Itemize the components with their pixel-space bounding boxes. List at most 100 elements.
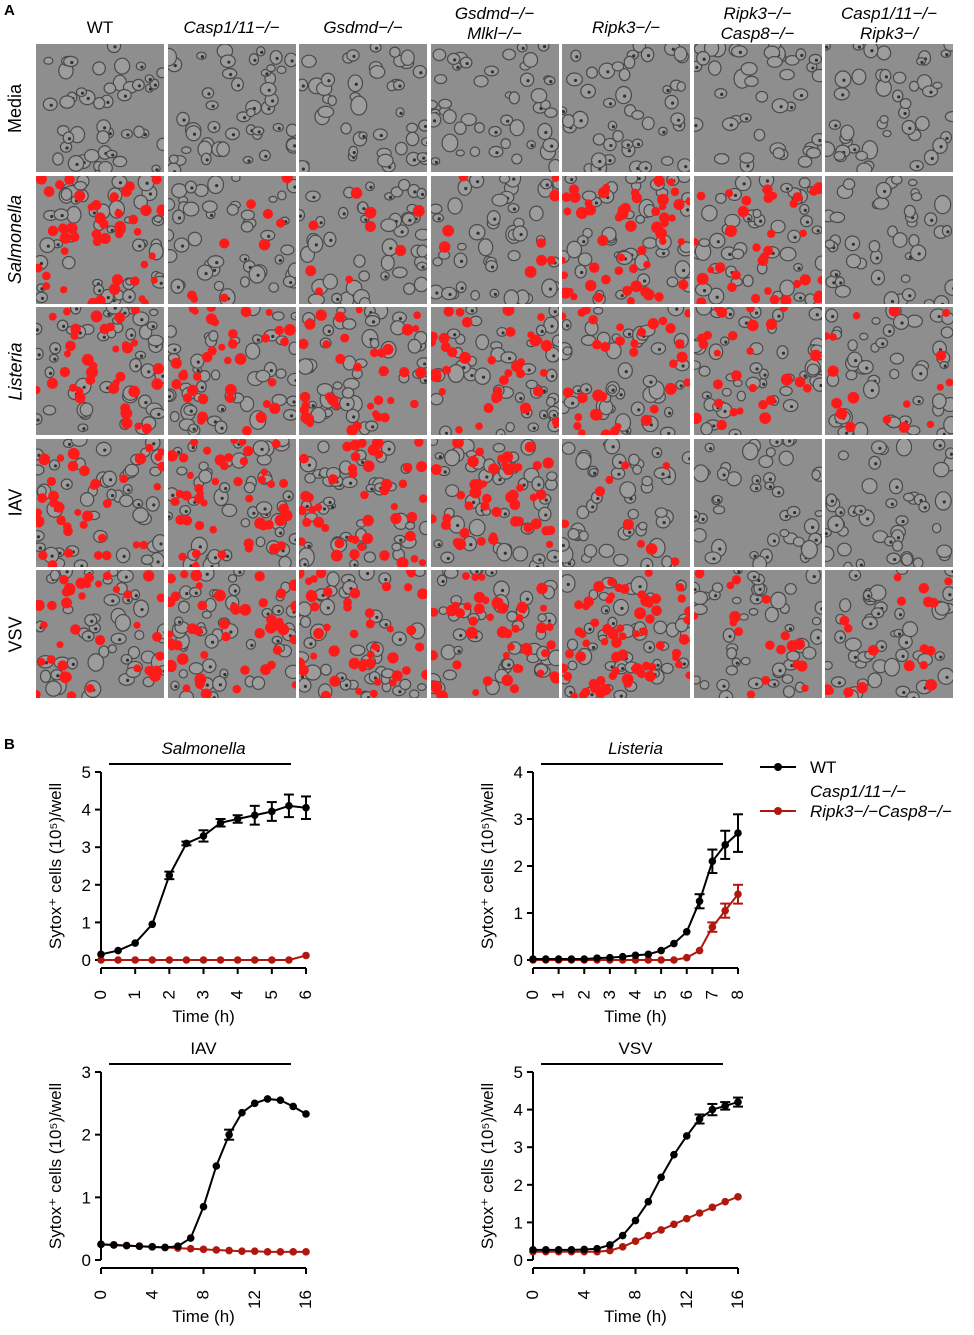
x-tick-label: 12 xyxy=(245,1290,264,1309)
column-header-line1: Casp1/11−/− xyxy=(183,18,280,37)
data-point-wt xyxy=(618,1231,627,1240)
row-header-0: Media xyxy=(0,44,32,172)
column-header-line1: Gsdmd−/− xyxy=(323,18,403,37)
data-point-wt xyxy=(682,928,691,936)
data-point-ko xyxy=(114,956,122,964)
data-point-wt xyxy=(606,953,614,962)
data-point-wt xyxy=(131,939,139,947)
data-point-wt xyxy=(631,951,640,960)
x-tick-label: 16 xyxy=(296,1290,315,1309)
data-point-wt xyxy=(657,1173,665,1182)
y-axis-label: Sytox⁺ cells (10⁵)/well xyxy=(46,783,65,949)
x-tick-label: 5 xyxy=(262,990,281,999)
data-point-ko xyxy=(302,1248,310,1256)
y-tick-label: 3 xyxy=(514,1138,523,1157)
data-point-wt xyxy=(122,1241,131,1250)
data-point-wt xyxy=(233,815,242,823)
data-point-wt xyxy=(580,955,589,963)
data-point-wt xyxy=(554,1246,563,1254)
y-axis-label: Sytox⁺ cells (10⁵)/well xyxy=(46,1083,65,1249)
x-tick-label: 1 xyxy=(125,990,144,999)
data-point-wt xyxy=(302,1110,310,1118)
micrograph-4-0 xyxy=(36,570,164,698)
data-point-ko xyxy=(250,956,259,964)
column-header-line1: Ripk3−/− xyxy=(723,4,792,23)
data-point-wt xyxy=(644,950,653,959)
micrograph-4-5 xyxy=(693,570,822,698)
y-tick-label: 4 xyxy=(514,1101,523,1120)
data-point-wt xyxy=(695,897,704,906)
data-point-wt xyxy=(708,857,717,866)
data-point-wt xyxy=(148,920,157,929)
y-tick-label: 2 xyxy=(82,876,91,895)
data-point-ko xyxy=(644,956,653,964)
micrograph-4-6 xyxy=(825,570,953,698)
x-tick-label: 0 xyxy=(91,990,110,999)
y-tick-label: 5 xyxy=(82,763,91,782)
data-point-ko xyxy=(708,1203,717,1212)
micrograph-2-0 xyxy=(36,307,164,435)
chart-listeria: Listeria 0 1 2 3 4 0 1 2 3 4 5 6 7 8 Time (h) Sytox⁺ cel… xyxy=(468,730,768,1035)
y-tick-label: 0 xyxy=(82,951,91,970)
x-axis-label: Time (h) xyxy=(604,1307,667,1326)
data-point-ko xyxy=(644,1231,653,1240)
data-point-ko xyxy=(216,956,225,964)
series-line-wt xyxy=(533,832,739,961)
column-header-line1: Casp1/11−/− xyxy=(840,4,938,23)
series-line-wt xyxy=(100,804,307,956)
y-tick-label: 0 xyxy=(514,951,523,970)
data-point-ko xyxy=(250,1247,259,1256)
y-tick-label: 3 xyxy=(82,1063,91,1082)
data-point-ko xyxy=(186,1244,195,1253)
column-header-line2: Casp8−/− xyxy=(720,24,795,43)
y-tick-label: 3 xyxy=(82,838,91,857)
data-point-wt xyxy=(606,1241,614,1249)
y-axis-label: Sytox⁺ cells (10⁵)/well xyxy=(478,783,497,949)
series-line-ko xyxy=(533,893,739,961)
y-tick-label: 4 xyxy=(514,763,523,782)
x-tick-label: 4 xyxy=(574,1290,593,1299)
x-tick-label: 12 xyxy=(677,1290,696,1309)
data-point-wt xyxy=(97,1240,105,1249)
data-point-wt xyxy=(302,803,310,812)
data-point-wt xyxy=(657,946,665,955)
micrograph-1-5 xyxy=(693,175,822,304)
data-point-ko xyxy=(682,1214,691,1223)
y-tick-label: 4 xyxy=(82,801,91,820)
chart-legend: WT Casp1/11−/− Ripk3−/−Casp8−/− xyxy=(760,758,952,826)
chart-title: Salmonella xyxy=(161,739,245,758)
chart-iav: IAV 0 1 2 3 0 4 8 12 16 Time (h) Sytox⁺ cells (10⁵)… xyxy=(36,1030,336,1335)
y-axis-label: Sytox⁺ cells (10⁵)/well xyxy=(478,1083,497,1249)
data-point-wt xyxy=(695,1115,704,1123)
data-point-wt xyxy=(721,1102,729,1110)
x-tick-label: 2 xyxy=(574,990,593,999)
data-point-ko xyxy=(682,953,691,962)
micrograph-2-5 xyxy=(693,307,822,435)
data-point-wt xyxy=(593,954,601,962)
micrograph-2-3 xyxy=(430,307,559,435)
x-tick-label: 16 xyxy=(728,1290,747,1309)
x-axis-label: Time (h) xyxy=(172,1007,235,1026)
data-point-ko xyxy=(212,1246,221,1254)
x-tick-label: 6 xyxy=(677,990,696,999)
data-point-wt xyxy=(250,1099,259,1108)
data-point-wt xyxy=(174,1242,182,1251)
chart-title: VSV xyxy=(618,1039,653,1058)
data-point-wt xyxy=(182,839,191,848)
data-point-wt xyxy=(567,1246,576,1254)
data-point-ko xyxy=(631,1237,640,1245)
data-point-ko xyxy=(657,1226,665,1234)
y-tick-label: 1 xyxy=(514,1213,523,1232)
data-point-wt xyxy=(567,955,576,963)
data-point-ko xyxy=(289,1248,297,1256)
data-point-wt xyxy=(721,841,729,849)
data-point-wt xyxy=(708,1105,717,1114)
data-point-ko xyxy=(268,956,276,964)
micrograph-0-4 xyxy=(562,44,690,172)
column-header-line2: Mlkl−/− xyxy=(467,24,522,43)
data-point-ko xyxy=(721,906,729,915)
micrograph-0-2 xyxy=(299,44,427,172)
x-tick-label: 4 xyxy=(228,990,247,999)
data-point-wt xyxy=(212,1162,221,1170)
chart-title: IAV xyxy=(190,1039,217,1058)
